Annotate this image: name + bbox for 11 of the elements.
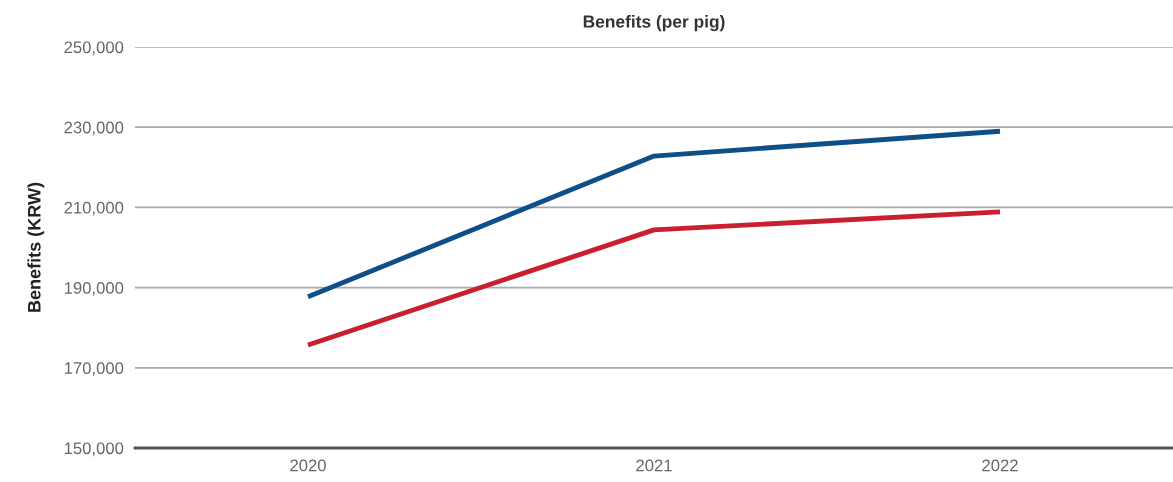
x-tick-label: 2022 (982, 459, 1018, 472)
x-tick-label: 2021 (636, 459, 672, 472)
y-tick-label: 210,000 (64, 201, 124, 216)
y-tick-label: 170,000 (64, 362, 124, 376)
x-tick-label: 2020 (290, 459, 326, 472)
chart-title: Benefits (per pig) (583, 14, 725, 32)
y-tick-label: 230,000 (64, 121, 124, 136)
y-tick-label: 150,000 (64, 442, 124, 457)
y-tick-label: 190,000 (64, 282, 124, 296)
y-tick-label: 250,000 (64, 41, 124, 56)
y-axis-title: Benefits (KRW) (27, 182, 45, 312)
